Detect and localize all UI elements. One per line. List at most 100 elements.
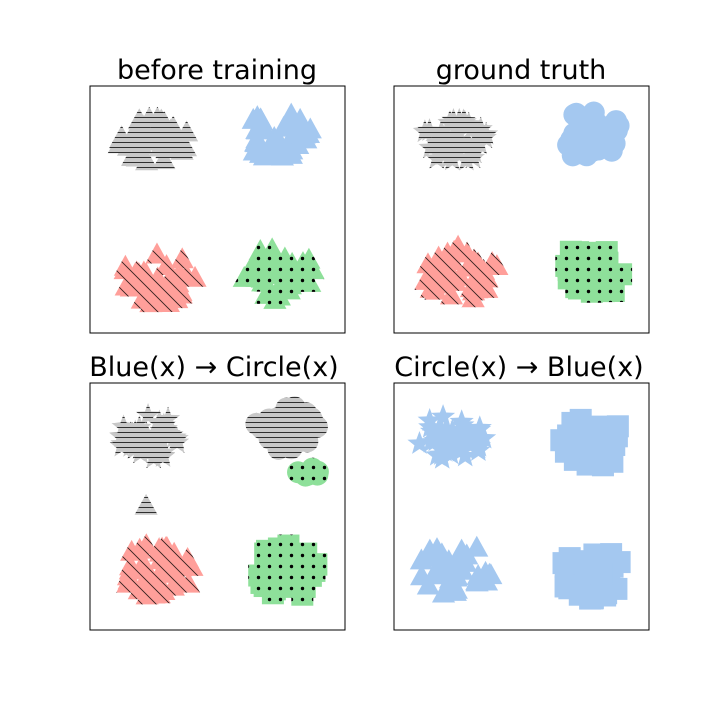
marker-triangle: [175, 263, 199, 285]
scatter-marks: [407, 404, 631, 610]
scatter-marks: [412, 101, 633, 308]
marker-circle: [582, 101, 605, 124]
marker-star: [431, 404, 456, 428]
marker-triangle: [113, 258, 137, 280]
marker-star: [151, 443, 176, 467]
cluster-red-triangle: [116, 533, 204, 605]
marker-star: [111, 414, 136, 438]
cluster-blue-triangle: [409, 535, 503, 603]
panel-title: Circle(x) → Blue(x): [394, 352, 643, 383]
marker-triangle: [298, 117, 322, 139]
marker-square: [578, 260, 601, 283]
marker-triangle: [244, 130, 268, 152]
marker-star: [467, 415, 492, 439]
marker-triangle: [242, 139, 266, 161]
marker-star: [462, 134, 487, 158]
marker-triangle: [148, 289, 172, 311]
marker-square: [271, 547, 294, 570]
panel-circle-implies-blue: Circle(x) → Blue(x): [393, 352, 650, 631]
marker-triangle: [152, 133, 176, 155]
marker-triangle: [462, 279, 486, 301]
marker-triangle: [475, 276, 499, 298]
scatter-marks: [107, 102, 325, 313]
marker-star: [110, 431, 135, 455]
panel-before-training: before training: [89, 55, 346, 334]
marker-circle: [561, 144, 584, 167]
cluster-blue-square: [550, 408, 629, 477]
cluster-blue-circle: [557, 101, 630, 167]
marker-square: [610, 263, 633, 286]
cluster-gray-star: [109, 402, 190, 469]
cluster-green-triangle: [232, 237, 325, 309]
marker-star: [147, 409, 172, 433]
marker-star: [109, 424, 134, 448]
marker-triangle: [279, 142, 303, 164]
marker-triangle: [154, 254, 179, 275]
marker-circle: [306, 460, 329, 483]
panel-ground-truth: ground truth: [393, 55, 650, 334]
cluster-green-square: [248, 534, 328, 606]
marker-star: [417, 408, 442, 431]
marker-triangle: [273, 246, 297, 268]
marker-triangle: [132, 553, 156, 575]
marker-circle: [265, 407, 288, 430]
marker-star: [145, 440, 170, 464]
marker-square: [579, 241, 602, 264]
marker-triangle: [128, 537, 152, 559]
axes-frame: [393, 382, 650, 631]
scatter-marks: [109, 396, 329, 606]
marker-triangle: [155, 535, 179, 557]
panel-title: before training: [117, 55, 317, 86]
marker-star: [428, 129, 453, 153]
cluster-gray-circle: [245, 396, 328, 460]
marker-square: [253, 575, 276, 598]
cluster-red-triangle: [113, 242, 207, 313]
panel-title: Blue(x) → Circle(x): [89, 352, 338, 383]
marker-star: [141, 426, 166, 450]
panel-title: ground truth: [436, 55, 607, 86]
cluster-blue-square: [552, 543, 631, 610]
marker-square: [602, 279, 625, 302]
marker-triangle: [142, 582, 166, 604]
cluster-gray-triangle: [107, 106, 199, 171]
marker-triangle: [267, 129, 291, 151]
marker-triangle: [116, 571, 140, 593]
marker-star: [141, 445, 166, 469]
marker-triangle: [145, 242, 169, 264]
marker-star: [438, 110, 463, 134]
cluster-gray-star: [412, 107, 499, 171]
marker-star: [128, 440, 153, 464]
marker-square: [572, 432, 595, 455]
marker-star: [472, 425, 497, 449]
marker-square: [565, 575, 588, 598]
marker-star: [127, 415, 152, 439]
marker-triangle: [127, 274, 151, 295]
marker-triangle: [169, 555, 193, 577]
marker-square: [590, 415, 613, 438]
marker-star: [426, 418, 451, 442]
marker-triangle: [448, 265, 472, 286]
marker-star: [125, 422, 150, 446]
marker-triangle: [450, 546, 474, 568]
marker-star: [446, 418, 471, 442]
cluster-gray-triangle: [134, 493, 158, 515]
marker-triangle: [170, 247, 194, 269]
marker-star: [156, 421, 181, 445]
panel-blue-implies-circle: Blue(x) → Circle(x): [89, 352, 346, 631]
marker-circle: [565, 102, 588, 125]
axes-frame: [89, 382, 346, 631]
marker-star: [466, 433, 492, 457]
marker-triangle: [152, 148, 176, 170]
marker-circle: [275, 433, 298, 456]
marker-square: [583, 543, 606, 566]
marker-triangle: [173, 135, 198, 157]
marker-triangle: [128, 133, 152, 155]
cluster-green-circle: [287, 457, 329, 487]
marker-star: [450, 412, 475, 436]
marker-star: [407, 431, 432, 454]
marker-triangle: [260, 237, 284, 259]
axes-frame: [89, 85, 346, 334]
cluster-green-square: [555, 240, 633, 303]
marker-triangle: [420, 262, 444, 284]
